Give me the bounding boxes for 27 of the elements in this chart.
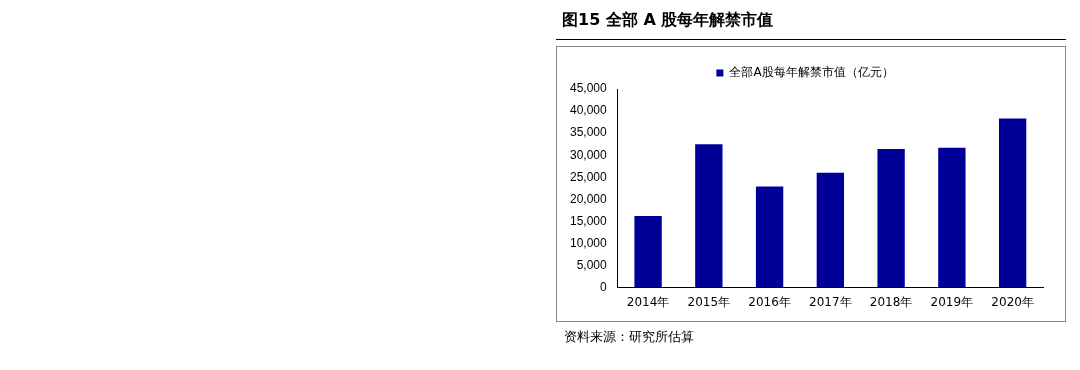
y-tick-label: 35,000 <box>570 125 608 140</box>
x-tick-label: 2014年 <box>626 294 670 309</box>
y-tick-label: 40,000 <box>570 103 608 118</box>
bar <box>877 149 905 288</box>
bar <box>998 118 1027 288</box>
y-tick-label: 30,000 <box>570 147 608 162</box>
x-tick-label: 2018年 <box>869 294 913 309</box>
bar <box>938 147 966 288</box>
x-tick-label: 2019年 <box>930 294 974 309</box>
y-tick-label: 20,000 <box>570 191 608 206</box>
text: 资料来源：研究所估算 <box>563 328 695 346</box>
x-tick-label: 2020年 <box>991 294 1034 309</box>
legend-label: 全部A股每年解禁市值（亿元） <box>729 65 894 80</box>
x-tick-label: 2017年 <box>809 294 852 309</box>
y-tick-label: 25,000 <box>570 169 608 184</box>
y-tick-label: 45,000 <box>570 81 608 96</box>
bar <box>755 186 784 288</box>
y-tick-label: 15,000 <box>570 213 608 228</box>
bar <box>634 216 662 288</box>
bar <box>695 144 723 288</box>
x-tick-label: 2015年 <box>687 294 731 309</box>
chart-title: 图15 全部 A 股每年解禁市值 <box>556 8 1066 40</box>
y-tick-label: 10,000 <box>570 235 608 250</box>
y-tick-label: 5,000 <box>576 257 608 272</box>
x-tick-label: 2016年 <box>748 294 791 309</box>
bar <box>816 172 845 288</box>
y-tick-label: 0 <box>600 279 608 294</box>
